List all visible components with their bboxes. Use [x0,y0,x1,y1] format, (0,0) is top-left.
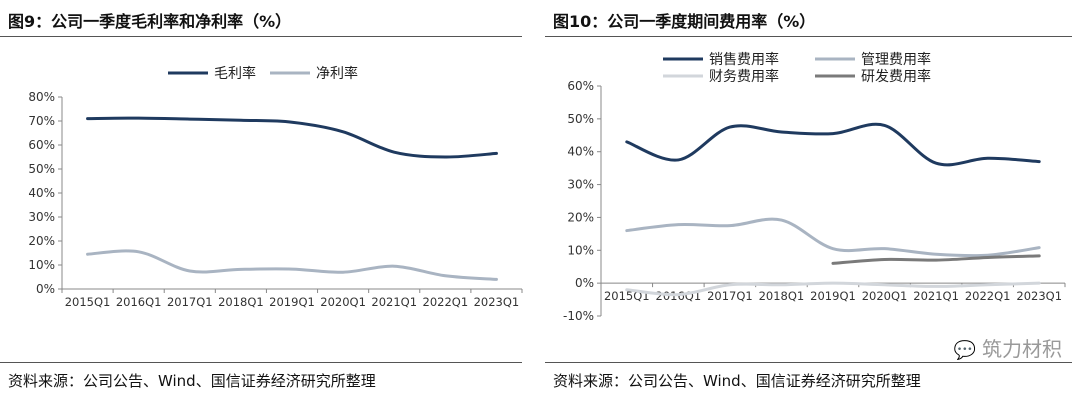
line-chart-margins: 0% 10% 20% 30% 40% 50% 60% 70% 80% 2015Q1 2016Q1 20… [28,65,523,309]
line-chart-expenses: -10%0%10%20%30%40%50%60%2015Q1 2016Q1 2017… [563,51,1066,323]
y-tick-label: 20% [567,210,594,224]
y-tick-label: -10% [563,309,594,323]
y-tick-label: 60% [567,79,594,93]
title-divider [0,36,522,37]
x-tick-label: 2019Q1 [269,295,315,309]
y-tick-label: 10% [28,258,55,272]
x-tick-label: 2023Q1 [474,295,520,309]
wechat-icon: 💬 [953,340,976,361]
x-tick-label: 2018Q1 [218,295,264,309]
legend-label: 管理费用率 [861,51,931,68]
series-line [831,254,1041,265]
x-tick-label: 2022Q1 [423,295,469,309]
y-tick-label: 40% [567,145,594,159]
watermark-text: 筑力材积 [982,337,1062,361]
y-tick-label: 60% [28,138,55,152]
legend-label: 研发费用率 [861,68,931,85]
x-tick-label: 2015Q1 [65,295,111,309]
x-tick-label: 2021Q1 [371,295,417,309]
x-tick-label: 2018Q1 [759,289,805,303]
x-tick-label: 2020Q1 [320,295,366,309]
y-tick-label: 30% [567,178,594,192]
legend-label: 净利率 [316,65,358,82]
series-line [86,116,498,159]
y-tick-label: 40% [28,186,55,200]
y-tick-label: 0% [36,282,55,296]
chart-title: 图9：公司一季度毛利率和净利率（%） [8,12,292,31]
y-tick-label: 70% [28,114,55,128]
y-tick-label: 30% [28,210,55,224]
y-tick-label: 50% [567,112,594,126]
x-tick-label: 2017Q1 [707,289,753,303]
x-tick-label: 2019Q1 [810,289,856,303]
legend-label: 财务费用率 [709,68,779,85]
x-tick-label: 2016Q1 [116,295,162,309]
source-divider [545,362,1072,363]
chart-title: 图10：公司一季度期间费用率（%） [553,12,816,31]
y-tick-label: 50% [28,162,55,176]
source-divider [0,362,522,363]
source-note: 资料来源：公司公告、Wind、国信证券经济研究所整理 [8,372,376,390]
y-tick-label: 10% [567,243,594,257]
x-tick-label: 2017Q1 [167,295,213,309]
y-tick-label: 20% [28,234,55,248]
legend-label: 销售费用率 [709,51,779,68]
y-tick-label: 0% [575,276,594,290]
watermark: 💬 筑力材积 [954,333,1062,362]
chart-panel-gross-net-margin: 图9：公司一季度毛利率和净利率（%） 0% 10% 20% 30% 40% 50% 60% 7… [0,0,530,400]
series-line [86,249,498,281]
x-tick-label: 2020Q1 [862,289,908,303]
series-line [625,122,1041,167]
chart-panel-expense-ratios: 图10：公司一季度期间费用率（%） -10% 0% 10% 20% 30% 40% 50% 6… [545,0,1080,400]
series-line [625,281,1041,297]
x-tick-label: 2021Q1 [913,289,959,303]
x-tick-label: 2022Q1 [965,289,1011,303]
series-line [625,217,1041,258]
x-tick-label: 2023Q1 [1016,289,1062,303]
y-tick-label: 80% [28,90,55,104]
title-divider [545,36,1072,37]
legend-label: 毛利率 [214,65,256,82]
source-note: 资料来源：公司公告、Wind、国信证券经济研究所整理 [553,372,921,390]
